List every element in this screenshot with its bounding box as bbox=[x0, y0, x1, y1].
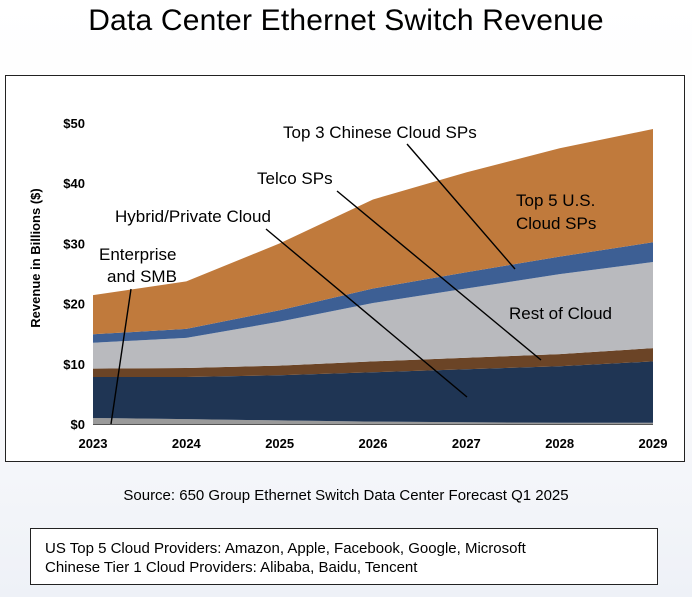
area-rest-of-cloud bbox=[93, 262, 653, 369]
notes-line-1: US Top 5 Cloud Providers: Amazon, Apple,… bbox=[45, 540, 526, 557]
x-tick-label: 2023 bbox=[79, 436, 108, 451]
y-tick-label: $0 bbox=[71, 417, 85, 432]
notes-line-2: Chinese Tier 1 Cloud Providers: Alibaba,… bbox=[45, 559, 418, 576]
area-layers bbox=[93, 129, 653, 424]
notes-box: US Top 5 Cloud Providers: Amazon, Apple,… bbox=[30, 528, 658, 585]
y-tick-label: $10 bbox=[63, 357, 85, 372]
y-tick-label: $50 bbox=[63, 116, 85, 131]
leader-top3-chinese bbox=[406, 143, 516, 270]
stacked-area-chart: $0$10$20$30$40$50 2023 2024 2025 2026 2027 20… bbox=[28, 116, 668, 451]
label-enterprise-line1: Enterprise bbox=[99, 245, 176, 264]
area-hybrid-private-cloud bbox=[93, 361, 653, 423]
page-title: Data Center Ethernet Switch Revenue bbox=[88, 4, 604, 37]
x-axis: 2023 2024 2025 2026 2027 2028 2029 bbox=[79, 424, 668, 451]
y-tick-label: $40 bbox=[63, 176, 85, 191]
label-hybrid: Hybrid/Private Cloud bbox=[115, 207, 271, 226]
y-axis: $0 $10 $20 $30 $40 $50 bbox=[63, 116, 85, 432]
leader-hybrid bbox=[265, 228, 468, 398]
label-rest-of-cloud: Rest of Cloud bbox=[509, 304, 612, 323]
y-tick-label: $20 bbox=[63, 297, 85, 312]
label-enterprise-line2: and SMB bbox=[107, 267, 177, 286]
label-top5-us-line2: Cloud SPs bbox=[516, 214, 596, 233]
x-tick-label: 2024 bbox=[172, 436, 202, 451]
x-tick-label: 2026 bbox=[359, 436, 388, 451]
label-top5-us-line1: Top 5 U.S. bbox=[516, 191, 595, 210]
y-tick-label: $30 bbox=[63, 236, 85, 251]
x-tick-label: 2028 bbox=[545, 436, 574, 451]
source-note: Source: 650 Group Ethernet Switch Data C… bbox=[123, 487, 569, 504]
area-telco-sps bbox=[93, 348, 653, 378]
chart-frame: $0 $10 $20 $30 $40 $50 2023 2024 2025 2026 2027 20… bbox=[5, 75, 685, 462]
area-top-5-u-s-cloud-sps bbox=[93, 129, 653, 335]
y-axis-title: Revenue in Billions ($) bbox=[28, 188, 43, 327]
x-tick-label: 2027 bbox=[452, 436, 481, 451]
area-enterprise-and-smb bbox=[93, 417, 653, 424]
leader-enterprise bbox=[110, 288, 132, 425]
leader-telco bbox=[336, 190, 542, 361]
leader-lines bbox=[110, 143, 542, 425]
label-telco: Telco SPs bbox=[257, 169, 333, 188]
label-top3-chinese: Top 3 Chinese Cloud SPs bbox=[283, 123, 477, 142]
x-tick-label: 2029 bbox=[639, 436, 668, 451]
x-tick-label: 2025 bbox=[265, 436, 294, 451]
